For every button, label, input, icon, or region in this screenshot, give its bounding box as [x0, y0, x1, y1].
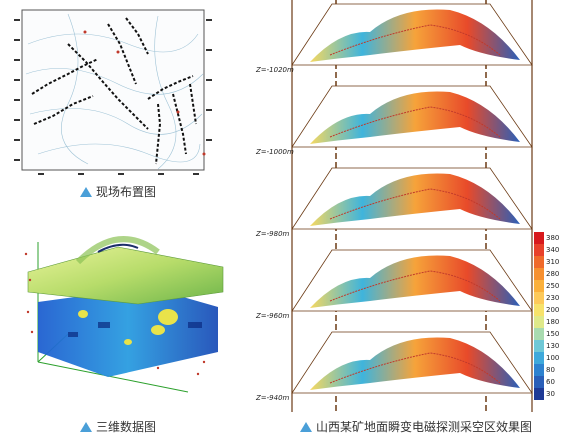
- triangle-icon: [80, 421, 92, 432]
- layout-map-caption: 现场布置图: [80, 183, 156, 200]
- scale-swatch: [534, 328, 544, 341]
- scale-label: 280: [546, 270, 560, 278]
- slice-5: [291, 331, 533, 394]
- result-slices: [291, 0, 533, 412]
- scale-swatch: [534, 316, 544, 329]
- scale-label: 200: [546, 306, 560, 314]
- scale-label: 150: [546, 330, 560, 338]
- slice-3: [291, 167, 533, 230]
- result-caption: 山西某矿地面瞬变电磁探测采空区效果图: [300, 418, 532, 435]
- scale-label: 310: [546, 258, 560, 266]
- layout-map-caption-text: 现场布置图: [96, 185, 157, 199]
- result-figure: Z=-1020m Z=-1000m Z=-980m Z=-960m Z=-940…: [250, 0, 560, 412]
- scale-label: 230: [546, 294, 560, 302]
- slice-label-2: Z=-1000m: [256, 148, 294, 156]
- triangle-icon: [80, 186, 92, 197]
- scale-label: 340: [546, 246, 560, 254]
- slice-label-4: Z=-960m: [256, 312, 290, 320]
- slice-1: [291, 3, 533, 66]
- scale-label: 380: [546, 234, 560, 242]
- color-scale: 380 340 310 280 250 230 200 180 150 130 100 80 60 30: [534, 232, 560, 404]
- data-3d-caption-text: 三维数据图: [96, 420, 157, 434]
- scale-swatch: [534, 364, 544, 377]
- scale-swatch: [534, 376, 544, 389]
- scale-swatch: [534, 340, 544, 353]
- layout-map-figure: [14, 9, 212, 175]
- slice-4: [291, 249, 533, 312]
- scale-label: 130: [546, 342, 560, 350]
- data-3d-figure: [8, 222, 240, 412]
- data-3d-graphic: [24, 236, 224, 393]
- color-scale-bar: [534, 232, 544, 400]
- scale-label: 100: [546, 354, 560, 362]
- slice-label-1: Z=-1020m: [256, 66, 294, 74]
- scale-label: 80: [546, 366, 555, 374]
- scale-swatch: [534, 388, 544, 400]
- slice-label-5: Z=-940m: [256, 394, 290, 402]
- data-3d-caption: 三维数据图: [80, 418, 156, 435]
- scale-label: 250: [546, 282, 560, 290]
- scale-swatch: [534, 352, 544, 365]
- scale-swatch: [534, 232, 544, 245]
- scale-label: 30: [546, 390, 555, 398]
- slice-2: [291, 85, 533, 148]
- scale-swatch: [534, 268, 544, 281]
- scale-swatch: [534, 280, 544, 293]
- triangle-icon: [300, 421, 312, 432]
- scale-label: 180: [546, 318, 560, 326]
- scale-label: 60: [546, 378, 555, 386]
- result-caption-text: 山西某矿地面瞬变电磁探测采空区效果图: [316, 420, 533, 434]
- slice-label-3: Z=-980m: [256, 230, 290, 238]
- scale-swatch: [534, 292, 544, 305]
- scale-swatch: [534, 244, 544, 257]
- scale-swatch: [534, 304, 544, 317]
- scale-swatch: [534, 256, 544, 269]
- layout-map: [8, 4, 240, 180]
